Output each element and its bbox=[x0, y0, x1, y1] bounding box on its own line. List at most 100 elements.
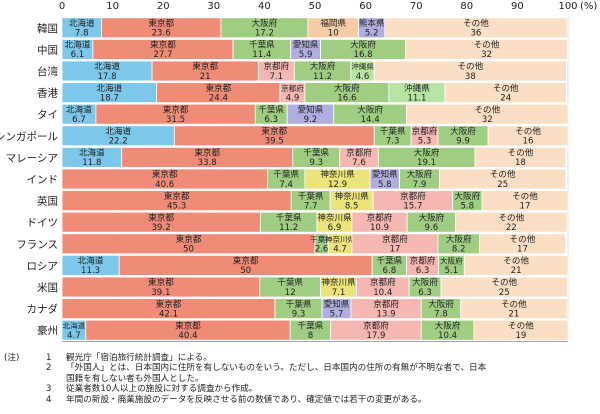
x-tick-label: 70 bbox=[410, 1, 423, 12]
segment-prefecture-label: 東京都 bbox=[176, 233, 202, 245]
segment-prefecture-label: 東京都 bbox=[163, 103, 189, 115]
segment-prefecture-label: 神奈川県 bbox=[325, 234, 356, 244]
segment-prefecture-label: 千葉県 bbox=[376, 255, 402, 267]
segment-value-label: 7.3 bbox=[386, 137, 400, 147]
segment-value-label: 11.2 bbox=[313, 72, 332, 82]
segment-prefecture-label: 北海道 bbox=[79, 147, 105, 159]
segment-value-label: 7.8 bbox=[75, 29, 89, 39]
note-row: 2 「外国人」とは、日本国内に住所を有しないものをいう。ただし、日本国内の住所の有… bbox=[4, 363, 596, 373]
segment-value-label: 9.9 bbox=[456, 137, 470, 147]
segment-value-label: 7.9 bbox=[413, 180, 427, 190]
bar-segment bbox=[405, 39, 568, 60]
bar-segment bbox=[455, 211, 568, 233]
segment-prefecture-label: 京都府 bbox=[410, 255, 436, 267]
segment-prefecture-label: 京都府 bbox=[370, 276, 396, 288]
x-tick-label: 100 bbox=[558, 1, 577, 12]
segment-value-label: 25 bbox=[497, 180, 508, 190]
segment-prefecture-label: 大阪府 bbox=[310, 60, 336, 72]
segment-prefecture-label: その他 bbox=[508, 147, 534, 159]
segment-prefecture-label: 東京都 bbox=[261, 125, 287, 137]
segment-prefecture-label: 千葉県 bbox=[303, 147, 329, 159]
segment-value-label: 39.1 bbox=[151, 288, 170, 298]
segment-prefecture-label: 大阪府 bbox=[440, 256, 463, 266]
x-tick-label: 10 bbox=[106, 1, 119, 12]
segment-prefecture-label: 東京都 bbox=[148, 276, 174, 288]
segment-prefecture-label: 千葉県 bbox=[249, 39, 275, 51]
category-label: 中国 bbox=[37, 43, 58, 56]
note-row: 4 年間の新設・廃業施設のデータを反映させる前の数値であり、確定値では若干の変更が… bbox=[4, 395, 596, 405]
stacked-bar-chart: 0 10 20 30 40 50 60 70 80 90 100 韓国中国台湾香港タイシンガポールマ… bbox=[0, 1, 597, 342]
note-row: (注) 1 観光庁「宿泊旅行統計調査」による。 bbox=[4, 353, 596, 363]
segment-prefecture-label: 愛知県 bbox=[324, 298, 350, 310]
segment-value-label: 4.7 bbox=[67, 331, 81, 341]
segment-prefecture-label: その他 bbox=[493, 82, 519, 94]
note-number: 1 bbox=[46, 353, 52, 363]
category-label: インド bbox=[27, 174, 59, 186]
category-label: タイ bbox=[37, 109, 58, 121]
segment-prefecture-label: 京都府 bbox=[346, 147, 372, 159]
segment-value-label: 22.2 bbox=[109, 137, 128, 147]
segment-prefecture-label: その他 bbox=[501, 298, 527, 310]
segment-prefecture-label: 東京都 bbox=[156, 298, 182, 310]
bar-segment bbox=[444, 82, 567, 103]
segment-prefecture-label: 東京都 bbox=[152, 168, 178, 180]
segment-prefecture-label: 千葉県 bbox=[258, 103, 284, 115]
segment-value-label: 7.7 bbox=[304, 201, 318, 211]
segment-value-label: 8.5 bbox=[345, 201, 359, 211]
segment-prefecture-label: その他 bbox=[474, 103, 500, 115]
segment-value-label: 4.7 bbox=[333, 245, 347, 255]
bar-segment bbox=[463, 254, 569, 276]
segment-value-label: 19.1 bbox=[417, 158, 436, 168]
segment-prefecture-label: 大阪府 bbox=[428, 298, 454, 310]
category-labels: 韓国中国台湾香港タイシンガポールマレーシアインド英国ドイツフランスロシア米国カナ… bbox=[0, 23, 58, 337]
segment-value-label: 42.1 bbox=[159, 309, 178, 319]
segment-prefecture-label: 沖縄県 bbox=[351, 61, 374, 71]
segment-prefecture-label: 千葉県 bbox=[276, 211, 302, 223]
segment-prefecture-label: 大阪府 bbox=[450, 125, 476, 137]
segment-prefecture-label: 東京都 bbox=[150, 39, 176, 51]
segment-value-label: 9.3 bbox=[292, 309, 306, 319]
segment-value-label: 17 bbox=[389, 245, 400, 255]
segment-prefecture-label: 千葉県 bbox=[277, 276, 303, 288]
segment-value-label: 4.6 bbox=[356, 72, 370, 82]
segment-prefecture-label: 千葉県 bbox=[286, 298, 312, 310]
note-text: 従業者数10人以上の施設に対する調査から作成。 bbox=[66, 384, 258, 395]
segment-prefecture-label: 大阪府 bbox=[350, 39, 376, 51]
segment-value-label: 36 bbox=[470, 29, 481, 39]
segment-value-label: 12.9 bbox=[328, 180, 347, 190]
segment-prefecture-label: 京都府 bbox=[263, 60, 289, 72]
category-label: 英国 bbox=[37, 195, 58, 208]
category-label: シンガポール bbox=[0, 131, 58, 143]
bar-segment bbox=[384, 17, 568, 39]
segment-value-label: 14.4 bbox=[361, 115, 380, 125]
segment-prefecture-label: 東京都 bbox=[233, 255, 259, 267]
category-label: ロシア bbox=[27, 260, 59, 272]
segment-value-label: 21 bbox=[508, 309, 519, 319]
segment-value-label: 11.8 bbox=[82, 158, 101, 168]
segment-value-label: 6.3 bbox=[264, 115, 278, 125]
segment-value-label: 6.9 bbox=[328, 223, 342, 233]
segment-value-label: 2.6 bbox=[315, 245, 329, 255]
segment-prefecture-label: 東京都 bbox=[148, 17, 174, 29]
segment-value-label: 18.7 bbox=[100, 93, 119, 103]
x-tick-label: 60 bbox=[359, 1, 372, 12]
segment-prefecture-label: 北海道 bbox=[94, 60, 120, 72]
segment-value-label: 6.3 bbox=[418, 288, 432, 298]
segment-value-label: 13.9 bbox=[377, 309, 396, 319]
unit-label: (%) bbox=[580, 1, 597, 12]
bar-segment bbox=[479, 233, 566, 255]
segment-prefecture-label: 大阪府 bbox=[334, 82, 360, 94]
segment-prefecture-label: 千葉県 bbox=[298, 319, 324, 331]
note-text-continued: 国籍を有しない者も外国人とした。 bbox=[66, 373, 204, 384]
category-label: ドイツ bbox=[27, 217, 59, 229]
note-text: 年間の新設・廃業施設のデータを反映させる前の数値であり、確定値では若干の変更があ… bbox=[66, 394, 427, 405]
segment-value-label: 17.8 bbox=[97, 72, 116, 82]
segment-value-label: 5.7 bbox=[330, 309, 344, 319]
segment-value-label: 25 bbox=[499, 288, 510, 298]
segment-value-label: 19 bbox=[515, 331, 526, 341]
segment-value-label: 8 bbox=[308, 331, 313, 341]
segment-prefecture-label: 京都府 bbox=[382, 233, 408, 245]
segment-prefecture-label: 大阪府 bbox=[418, 211, 444, 223]
bar-segment bbox=[481, 190, 569, 212]
segment-value-label: 7.4 bbox=[279, 180, 293, 190]
